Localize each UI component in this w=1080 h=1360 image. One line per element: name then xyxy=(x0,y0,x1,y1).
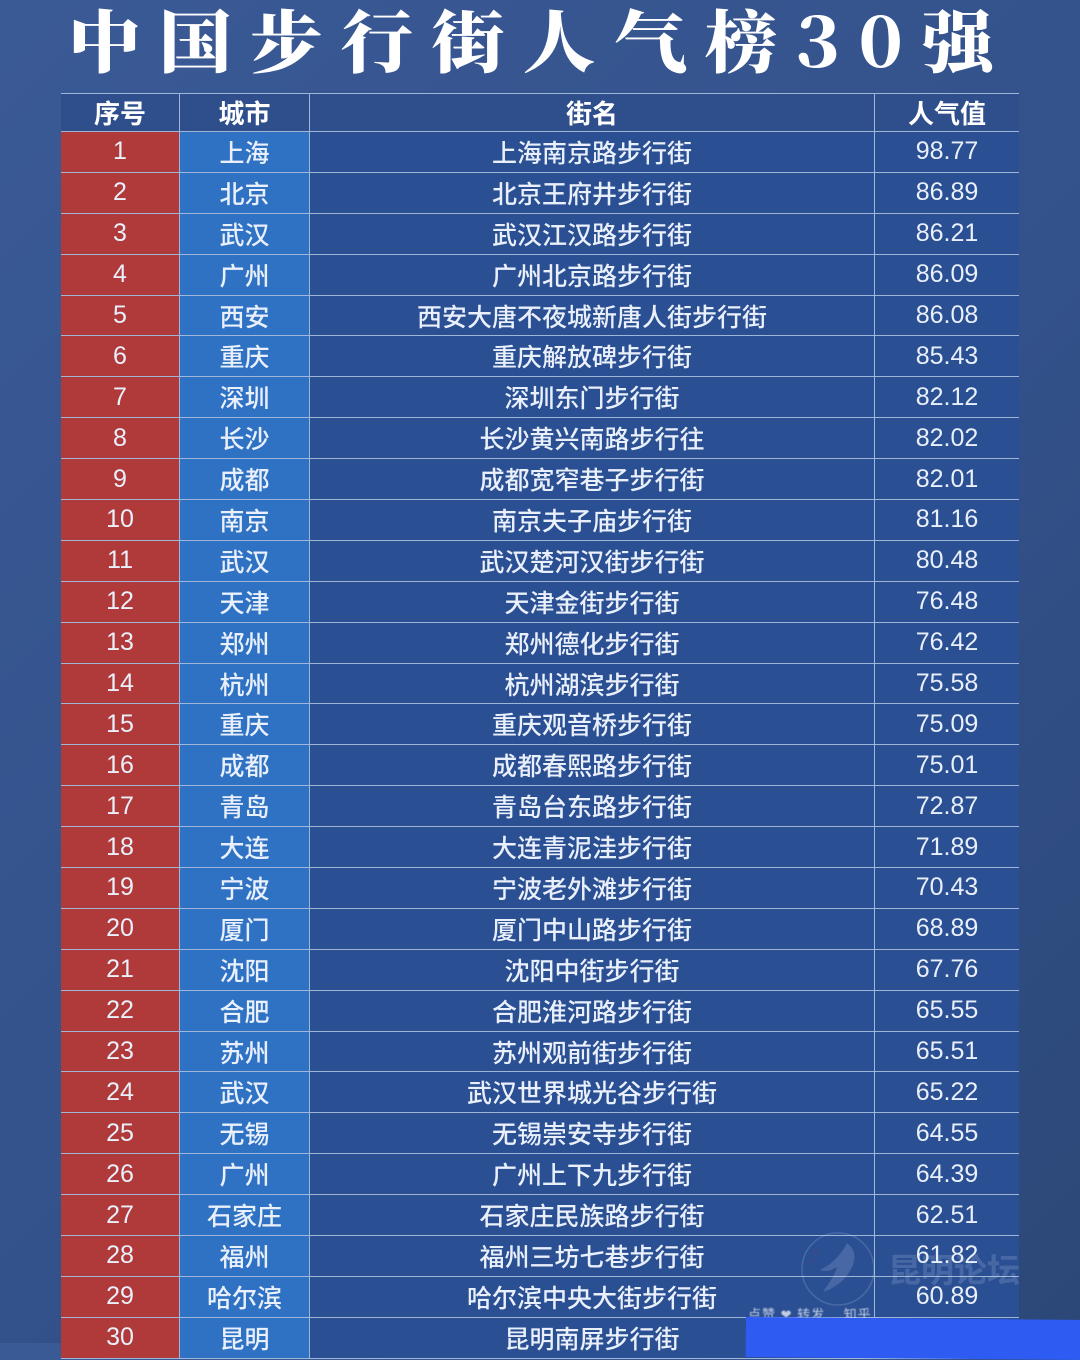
svg-text:昆明论坛: 昆明论坛 xyxy=(888,1252,1020,1289)
